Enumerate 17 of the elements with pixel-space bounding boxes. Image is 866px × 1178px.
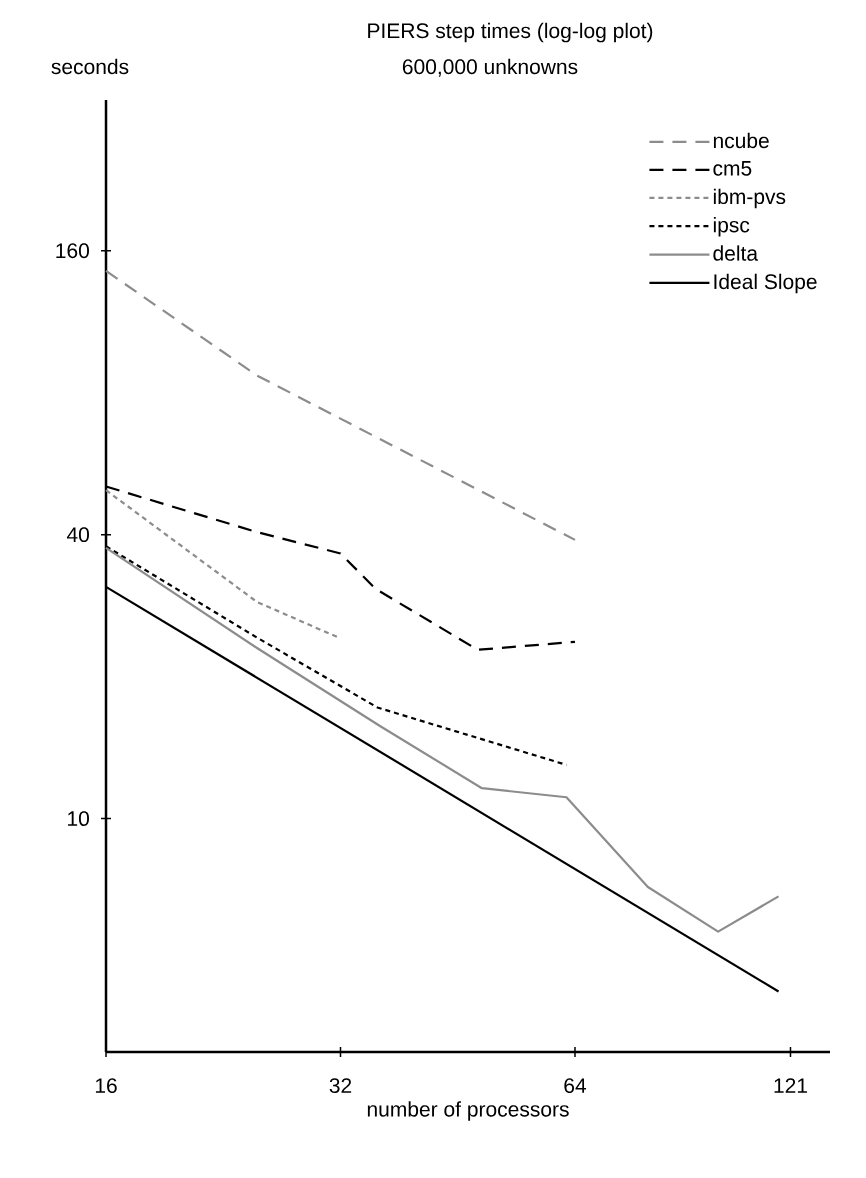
chart-title: PIERS step times (log-log plot) <box>368 22 653 43</box>
x-tick-label: 121 <box>774 1078 807 1093</box>
chart-subtitle: 600,000 unknowns <box>402 58 578 77</box>
x-axis-title: number of processors <box>367 1101 569 1121</box>
y-tick-label: 40 <box>66 527 89 543</box>
y-tick-label: 160 <box>56 243 89 259</box>
legend-label: ipsc <box>713 217 750 237</box>
y-axis-title: seconds <box>51 58 129 75</box>
legend-label: delta <box>713 245 759 261</box>
legend-label: Ideal Slope <box>714 273 817 294</box>
legend-label: cm5 <box>713 161 752 176</box>
x-tick-label: 64 <box>564 1078 587 1094</box>
x-tick-label: 32 <box>329 1078 352 1094</box>
legend-label: ncube <box>713 132 769 149</box>
x-tick-label: 16 <box>95 1078 117 1094</box>
legend-label: ibm-pvs <box>713 188 786 209</box>
y-tick-label: 10 <box>68 811 89 827</box>
